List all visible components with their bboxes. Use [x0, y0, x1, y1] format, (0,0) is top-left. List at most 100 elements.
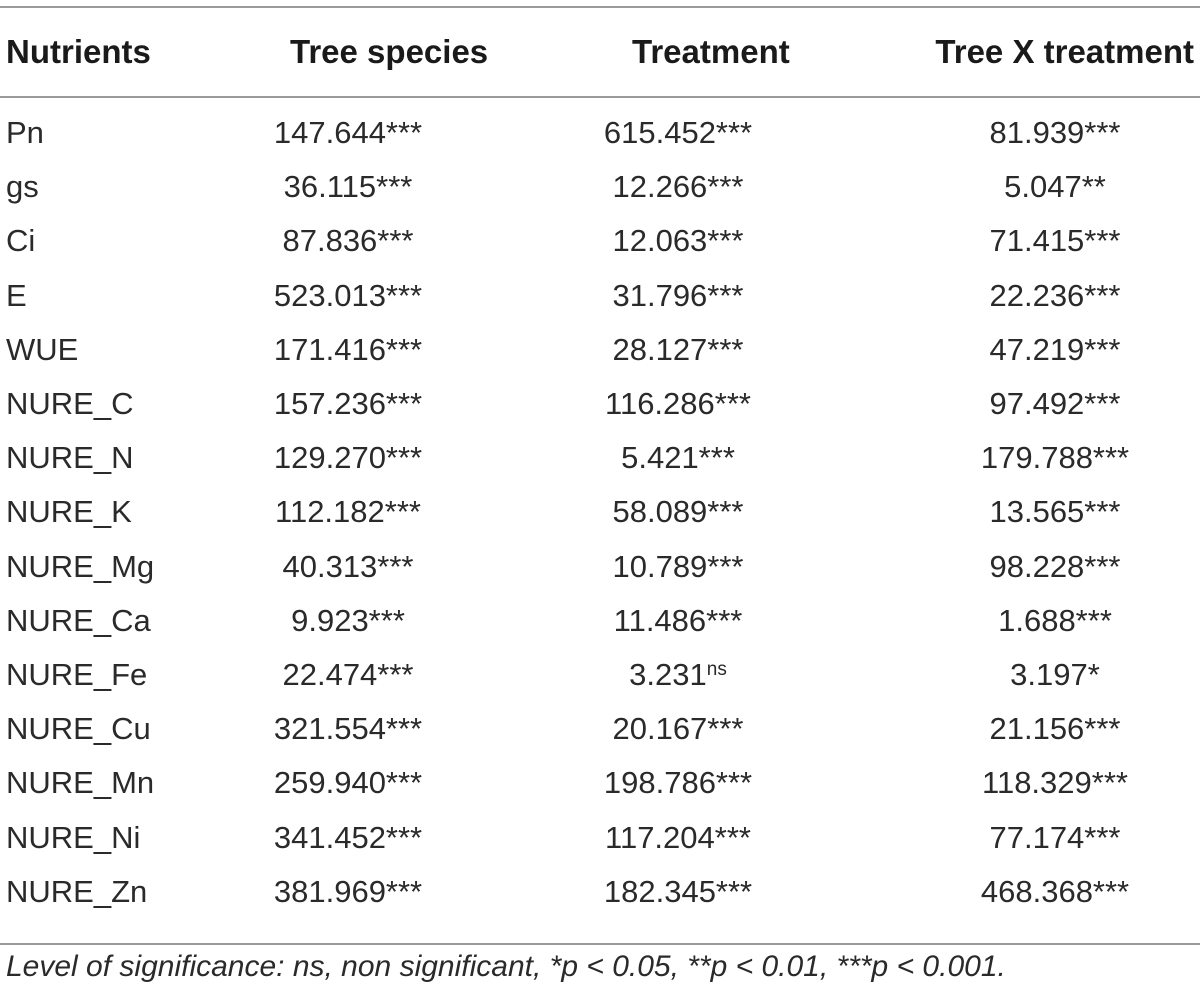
nutrient-name-cell-value: WUE [6, 331, 79, 367]
treatment-cell: 12.063*** [558, 214, 876, 268]
tree-species-cell-value: 9.923*** [291, 602, 405, 638]
significance-superscript: ns [706, 658, 727, 680]
nutrient-name-cell-value: NURE_Ca [6, 602, 151, 638]
treatment-cell-value: 11.486*** [613, 602, 743, 638]
tree-x-treatment-cell-value: 81.939*** [989, 115, 1121, 151]
nutrient-name-cell: NURE_Mg [0, 540, 238, 594]
nutrient-name-cell-value: Pn [6, 115, 44, 151]
treatment-cell: 10.789*** [558, 540, 876, 594]
tree-species-cell-value: 381.969*** [273, 873, 423, 909]
treatment-cell: 198.786*** [558, 756, 876, 810]
tree-x-treatment-cell: 468.368*** [876, 865, 1200, 919]
nutrient-name-cell-value: gs [6, 169, 39, 205]
treatment-cell: 20.167*** [558, 702, 876, 756]
nutrient-name-cell-value: NURE_C [6, 386, 134, 422]
tree-x-treatment-cell: 5.047** [876, 160, 1200, 214]
table-row: gs 36.115*** 12.266*** 5.047** [0, 160, 1200, 214]
header-tree-x-treatment: Tree X treatment [935, 33, 1194, 70]
treatment-cell: 31.796*** [558, 269, 876, 323]
nutrient-name-cell: NURE_N [0, 431, 238, 485]
table-row: NURE_Fe 22.474*** 3.231ns 3.197* [0, 648, 1200, 702]
table-body: Pn 147.644*** 615.452*** 81.939*** gs 36.115*… [0, 96, 1200, 919]
nutrient-name-cell-value: NURE_Fe [6, 656, 148, 692]
tree-x-treatment-cell: 97.492*** [876, 377, 1200, 431]
header-tree-species: Tree species [290, 33, 489, 70]
tree-species-cell: 523.013*** [238, 269, 558, 323]
table-row: NURE_N 129.270*** 5.421*** 179.788*** [0, 431, 1200, 485]
tree-species-cell-value: 40.313*** [282, 548, 414, 584]
table-row: E 523.013*** 31.796*** 22.236*** [0, 269, 1200, 323]
treatment-cell: 11.486*** [558, 594, 876, 648]
tree-x-treatment-cell-value: 3.197* [1010, 656, 1100, 692]
tree-species-cell: 259.940*** [238, 756, 558, 810]
treatment-cell-value: 117.204*** [605, 819, 751, 855]
nutrient-name-cell: NURE_Fe [0, 648, 238, 702]
table-row: NURE_Ca 9.923*** 11.486*** 1.688*** [0, 594, 1200, 648]
nutrient-name-cell: WUE [0, 323, 238, 377]
table-row: NURE_Zn 381.969*** 182.345*** 468.368*** [0, 865, 1200, 919]
tree-species-cell: 129.270*** [238, 431, 558, 485]
tree-species-cell-value: 321.554*** [273, 711, 423, 747]
treatment-cell-value: 182.345*** [603, 873, 753, 909]
tree-species-cell: 9.923*** [238, 594, 558, 648]
tree-x-treatment-cell-value: 97.492*** [989, 386, 1121, 422]
tree-species-cell-value: 523.013*** [273, 277, 423, 313]
nutrient-name-cell: NURE_Mn [0, 756, 238, 810]
tree-x-treatment-cell: 3.197* [876, 648, 1200, 702]
nutrient-name-cell: NURE_C [0, 377, 238, 431]
treatment-cell: 5.421*** [558, 431, 876, 485]
table-row: NURE_Ni 341.452*** 117.204*** 77.174*** [0, 810, 1200, 864]
treatment-cell-value: 615.452*** [603, 115, 753, 151]
tree-x-treatment-cell: 71.415*** [876, 214, 1200, 268]
nutrient-name-cell: E [0, 269, 238, 323]
table-row: NURE_C 157.236*** 116.286*** 97.492*** [0, 377, 1200, 431]
treatment-cell: 116.286*** [558, 377, 876, 431]
tree-x-treatment-cell: 77.174*** [876, 810, 1200, 864]
tree-species-cell-value: 36.115*** [283, 169, 413, 205]
treatment-cell: 615.452*** [558, 96, 876, 160]
tree-species-cell: 22.474*** [238, 648, 558, 702]
tree-x-treatment-cell: 47.219*** [876, 323, 1200, 377]
data-table: Nutrients Tree species Treatment Tree X … [0, 8, 1200, 919]
tree-species-cell-value: 147.644*** [273, 115, 423, 151]
table-row: WUE 171.416*** 28.127*** 47.219*** [0, 323, 1200, 377]
nutrient-name-cell-value: E [6, 277, 27, 313]
nutrient-name-cell-value: NURE_Zn [6, 873, 148, 909]
tree-species-cell: 171.416*** [238, 323, 558, 377]
table-row: NURE_Mg 40.313*** 10.789*** 98.228*** [0, 540, 1200, 594]
table-row: Ci 87.836*** 12.063*** 71.415*** [0, 214, 1200, 268]
treatment-cell-value: 58.089*** [612, 494, 744, 530]
tree-x-treatment-cell-value: 22.236*** [989, 277, 1121, 313]
treatment-cell-value: 31.796*** [612, 277, 744, 313]
table-row: NURE_Mn 259.940*** 198.786*** 118.329*** [0, 756, 1200, 810]
header-treatment: Treatment [632, 33, 790, 70]
treatment-cell: 117.204*** [558, 810, 876, 864]
tree-species-cell: 147.644*** [238, 96, 558, 160]
tree-species-cell: 321.554*** [238, 702, 558, 756]
tree-x-treatment-cell-value: 71.415*** [989, 223, 1121, 259]
tree-x-treatment-cell-value: 47.219*** [989, 331, 1121, 367]
tree-species-cell: 341.452*** [238, 810, 558, 864]
nutrient-name-cell-value: NURE_Mg [6, 548, 155, 584]
treatment-cell: 58.089*** [558, 485, 876, 539]
nutrient-name-cell: NURE_Ni [0, 810, 238, 864]
tree-species-cell-value: 341.452*** [273, 819, 423, 855]
treatment-cell-value: 198.786*** [603, 765, 753, 801]
table-row: Pn 147.644*** 615.452*** 81.939*** [0, 96, 1200, 160]
header-row: Nutrients Tree species Treatment Tree X … [0, 8, 1200, 96]
tree-species-cell-value: 22.474*** [282, 656, 414, 692]
tree-x-treatment-cell-value: 5.047** [1004, 169, 1106, 205]
table-row: NURE_Cu 321.554*** 20.167*** 21.156*** [0, 702, 1200, 756]
tree-x-treatment-cell-value: 1.688*** [998, 602, 1112, 638]
nutrient-name-cell: Ci [0, 214, 238, 268]
nutrient-name-cell-value: NURE_Mn [6, 765, 155, 801]
tree-species-cell-value: 129.270*** [273, 440, 423, 476]
top-rule [0, 6, 1200, 8]
nutrient-name-cell-value: NURE_Ni [6, 819, 141, 855]
treatment-cell: 28.127*** [558, 323, 876, 377]
tree-x-treatment-cell-value: 21.156*** [989, 711, 1121, 747]
tree-species-cell-value: 112.182*** [275, 494, 421, 530]
tree-species-cell: 381.969*** [238, 865, 558, 919]
treatment-cell-value: 12.063*** [612, 223, 744, 259]
